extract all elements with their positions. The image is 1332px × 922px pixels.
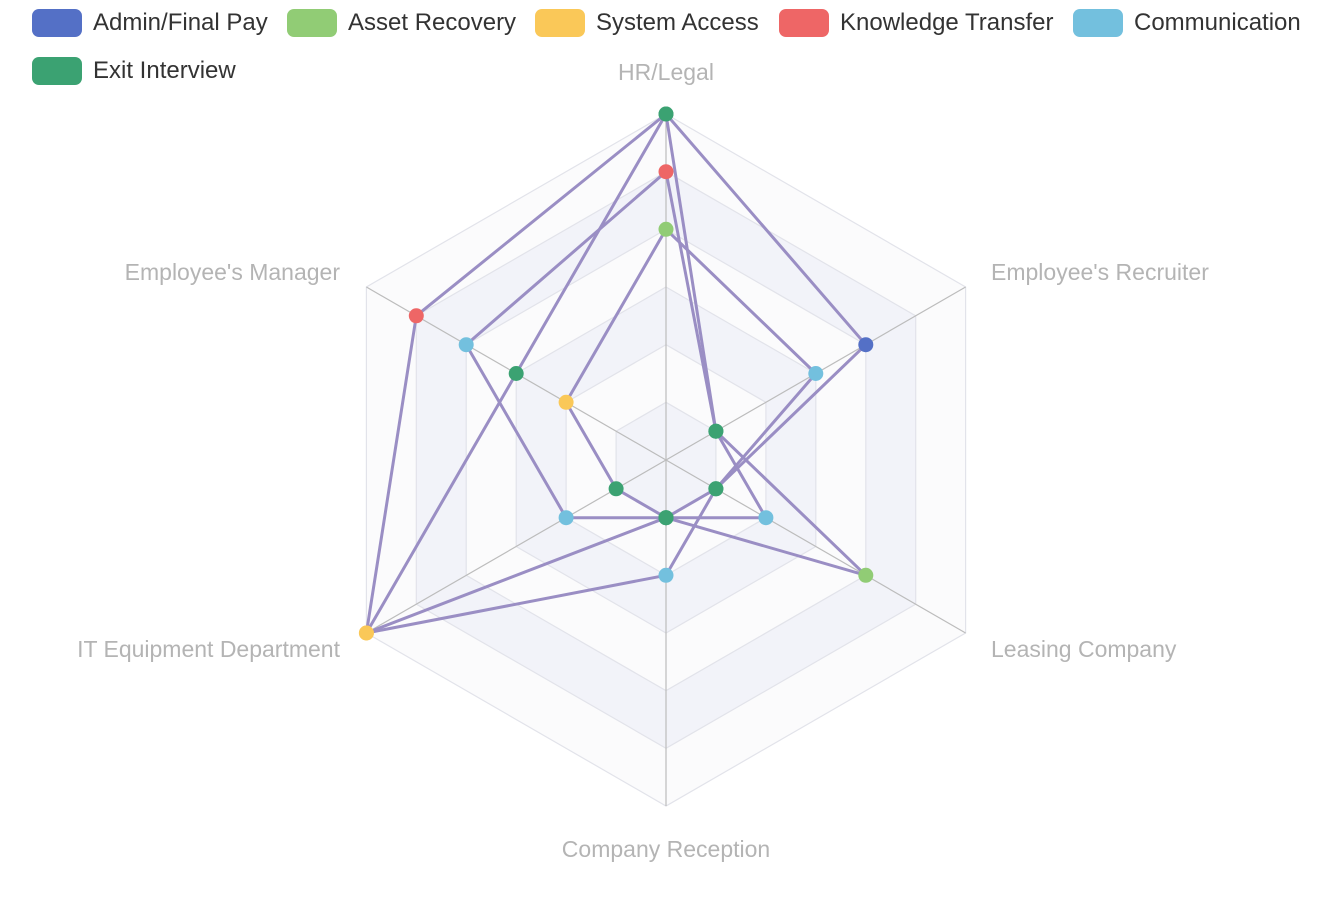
axis-label-hr-legal: HR/Legal bbox=[618, 59, 714, 85]
data-point-3-it-equipment-department[interactable] bbox=[558, 510, 574, 526]
data-point-3-employee-s-manager[interactable] bbox=[458, 337, 474, 353]
data-point-4-hr-legal[interactable] bbox=[658, 221, 674, 237]
data-point-3-leasing-company[interactable] bbox=[758, 510, 774, 526]
legend-item-asset-recovery[interactable]: Asset Recovery bbox=[287, 8, 516, 38]
data-point-2-hr-legal[interactable] bbox=[658, 106, 674, 122]
data-point-4-employee-s-manager[interactable] bbox=[558, 394, 574, 410]
axis-label-employee-s-manager: Employee's Manager bbox=[125, 259, 341, 285]
legend-item-admin-final-pay[interactable]: Admin/Final Pay bbox=[32, 8, 268, 38]
legend-item-exit-interview[interactable]: Exit Interview bbox=[32, 56, 236, 86]
legend-label: Admin/Final Pay bbox=[93, 9, 268, 36]
legend-item-system-access[interactable]: System Access bbox=[535, 8, 759, 38]
legend-label: System Access bbox=[596, 9, 759, 36]
legend-swatch bbox=[32, 57, 82, 85]
data-point-1-employee-s-manager[interactable] bbox=[408, 308, 424, 324]
data-point-4-company-reception[interactable] bbox=[658, 510, 674, 526]
legend-swatch bbox=[32, 9, 82, 37]
axis-label-employee-s-recruiter: Employee's Recruiter bbox=[991, 259, 1209, 285]
data-point-2-employee-s-recruiter[interactable] bbox=[858, 337, 874, 353]
data-point-4-it-equipment-department[interactable] bbox=[608, 481, 624, 497]
data-point-2-it-equipment-department[interactable] bbox=[358, 625, 374, 641]
data-point-3-hr-legal[interactable] bbox=[658, 164, 674, 180]
legend-label: Exit Interview bbox=[93, 57, 236, 84]
data-point-2-employee-s-manager[interactable] bbox=[508, 366, 524, 381]
legend-swatch bbox=[287, 9, 337, 37]
axis-label-leasing-company: Leasing Company bbox=[991, 636, 1177, 662]
legend-swatch bbox=[1073, 9, 1123, 37]
data-point-4-leasing-company[interactable] bbox=[708, 481, 724, 497]
legend-item-communication[interactable]: Communication bbox=[1073, 8, 1301, 38]
data-point-3-employee-s-recruiter[interactable] bbox=[708, 423, 724, 439]
legend-label: Communication bbox=[1134, 9, 1301, 36]
data-point-4-employee-s-recruiter[interactable] bbox=[808, 366, 824, 381]
radar-data-points bbox=[358, 106, 874, 641]
legend-swatch bbox=[779, 9, 829, 37]
radar-axis-labels: HR/Legal Employee's Recruiter Leasing Comp… bbox=[77, 59, 1209, 862]
legend-item-knowledge-transfer[interactable]: Knowledge Transfer bbox=[779, 8, 1053, 38]
legend-swatch bbox=[535, 9, 585, 37]
legend-label: Knowledge Transfer bbox=[840, 9, 1054, 36]
axis-label-it-equipment-department: IT Equipment Department bbox=[77, 636, 341, 662]
data-point-2-company-reception[interactable] bbox=[658, 567, 674, 583]
data-point-1-leasing-company[interactable] bbox=[858, 567, 874, 583]
legend-label: Asset Recovery bbox=[348, 9, 517, 36]
axis-label-company-reception: Company Reception bbox=[562, 836, 770, 862]
